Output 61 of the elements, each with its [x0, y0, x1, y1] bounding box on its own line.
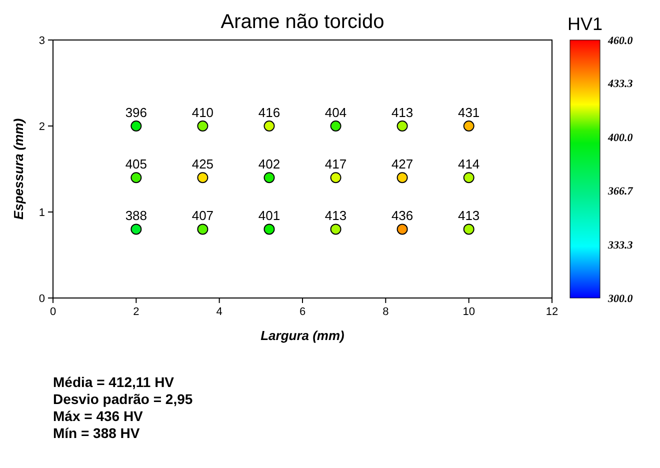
y-tick-label: 2	[38, 121, 45, 133]
annotation: 405	[125, 156, 148, 172]
text: Mín = 388 HV	[53, 425, 140, 441]
point	[396, 172, 408, 184]
y-tick-label: 0	[38, 293, 45, 305]
annotation: 396	[125, 105, 148, 120]
point	[130, 120, 142, 132]
color-bar-label: 433.3	[607, 78, 634, 90]
annotation: 401	[258, 208, 280, 224]
color-bar-label: 366.7	[607, 185, 634, 198]
annotation: 436	[391, 208, 414, 224]
point	[197, 172, 208, 184]
x-tick-label: 10	[462, 306, 475, 318]
point	[330, 172, 342, 184]
annotation: 404	[324, 105, 347, 120]
annotation: 431	[458, 105, 480, 120]
color-bar-label: 460.0	[607, 35, 634, 47]
point	[264, 172, 275, 184]
annotation: 417	[324, 156, 347, 172]
color-bar-title: HV1	[567, 14, 603, 34]
text: Desvio padrão = 2,95	[53, 391, 193, 407]
annotation: 413	[324, 208, 347, 224]
x-tick-label: 0	[50, 306, 56, 318]
point	[330, 224, 342, 235]
annotation: 413	[391, 105, 414, 120]
annotation: 414	[458, 156, 480, 172]
annotation: 427	[391, 156, 414, 172]
annotation: 425	[192, 156, 214, 172]
color-bar-label: 300.0	[607, 293, 634, 305]
y-axis-title: Espessura (mm)	[11, 118, 26, 220]
color-bar-label: 333.3	[607, 239, 634, 252]
point	[264, 120, 275, 132]
point	[197, 224, 208, 235]
chart-title: Arame não torcido	[220, 11, 384, 33]
annotation: 402	[258, 156, 280, 172]
text: Média = 412,11 HV	[53, 374, 175, 390]
annotation: 416	[258, 105, 280, 120]
point	[463, 120, 474, 132]
point	[396, 120, 408, 132]
annotation: 410	[192, 105, 214, 120]
x-tick-label: 8	[382, 306, 389, 318]
point	[264, 224, 275, 235]
point	[130, 224, 142, 235]
annotation: 413	[458, 208, 480, 224]
x-tick-label: 4	[216, 306, 222, 318]
point	[463, 224, 474, 235]
point	[396, 224, 408, 235]
color-bar-label: 400.0	[607, 132, 634, 144]
point	[463, 172, 474, 184]
y-tick-label: 1	[38, 207, 45, 219]
text: Máx = 436 HV	[53, 408, 144, 424]
y-tick-label: 3	[38, 35, 45, 47]
point	[130, 172, 142, 184]
annotation: 388	[125, 208, 148, 224]
x-tick-label: 12	[546, 306, 558, 318]
annotation: 407	[192, 208, 214, 224]
x-tick-label: 6	[299, 306, 306, 318]
point	[330, 120, 342, 132]
point	[197, 120, 208, 132]
x-tick-label: 2	[133, 306, 140, 318]
x-axis-title: Largura (mm)	[260, 328, 344, 343]
